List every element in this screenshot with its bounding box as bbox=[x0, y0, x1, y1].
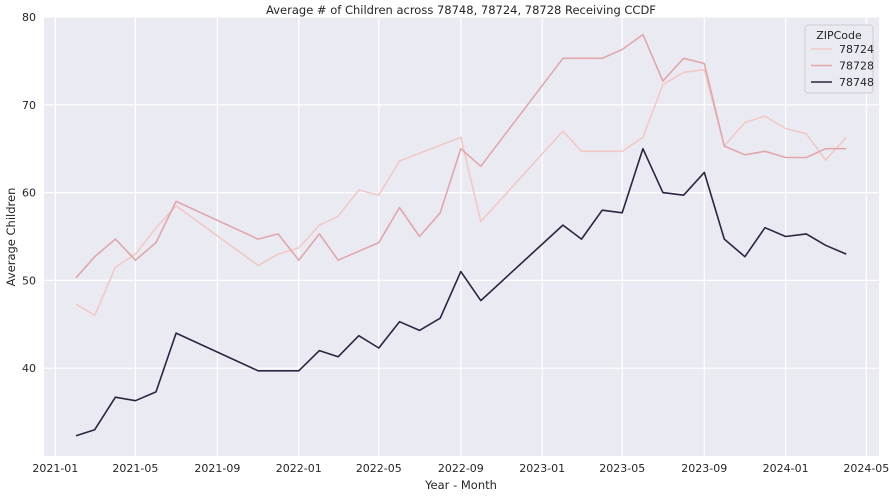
legend-box bbox=[804, 24, 874, 94]
y-tick-labels: 40 50 60 70 80 bbox=[22, 11, 36, 375]
x-tick-label: 2022-01 bbox=[276, 462, 322, 475]
x-tick-label: 2021-01 bbox=[32, 462, 78, 475]
x-axis-label: Year - Month bbox=[424, 478, 497, 492]
y-tick-label: 70 bbox=[22, 99, 36, 112]
x-tick-label: 2022-05 bbox=[356, 462, 402, 475]
legend-label-78728: 78728 bbox=[839, 60, 874, 73]
x-tick-labels: 2021-01 2021-05 2021-09 2022-01 2022-05 2022-… bbox=[32, 462, 889, 475]
chart-title: Average # of Children across 78748, 7872… bbox=[266, 3, 656, 17]
series-line-78724 bbox=[75, 68, 847, 317]
y-tick-label: 40 bbox=[22, 362, 36, 375]
x-tick-label: 2021-05 bbox=[112, 462, 158, 475]
x-tick-label: 2021-09 bbox=[194, 462, 240, 475]
x-tick-label: 2023-05 bbox=[599, 462, 645, 475]
x-tick-label: 2023-09 bbox=[681, 462, 727, 475]
series-lines bbox=[75, 33, 847, 437]
x-tick-label: 2024-05 bbox=[843, 462, 889, 475]
y-tick-label: 50 bbox=[22, 274, 36, 287]
legend: ZIPCode 78724 78728 78748 bbox=[804, 24, 874, 94]
y-tick-label: 60 bbox=[22, 187, 36, 200]
x-tick-label: 2024-01 bbox=[763, 462, 809, 475]
legend-label-78724: 78724 bbox=[839, 43, 874, 56]
plot-area bbox=[44, 17, 879, 456]
series-line-78728 bbox=[75, 33, 847, 279]
legend-label-78748: 78748 bbox=[839, 76, 874, 89]
y-tick-label: 80 bbox=[22, 11, 36, 24]
legend-title: ZIPCode bbox=[816, 29, 862, 42]
x-tick-label: 2023-01 bbox=[519, 462, 565, 475]
series-line-78748 bbox=[75, 147, 847, 437]
x-tick-label: 2022-09 bbox=[438, 462, 484, 475]
y-axis-label: Average Children bbox=[4, 188, 18, 287]
